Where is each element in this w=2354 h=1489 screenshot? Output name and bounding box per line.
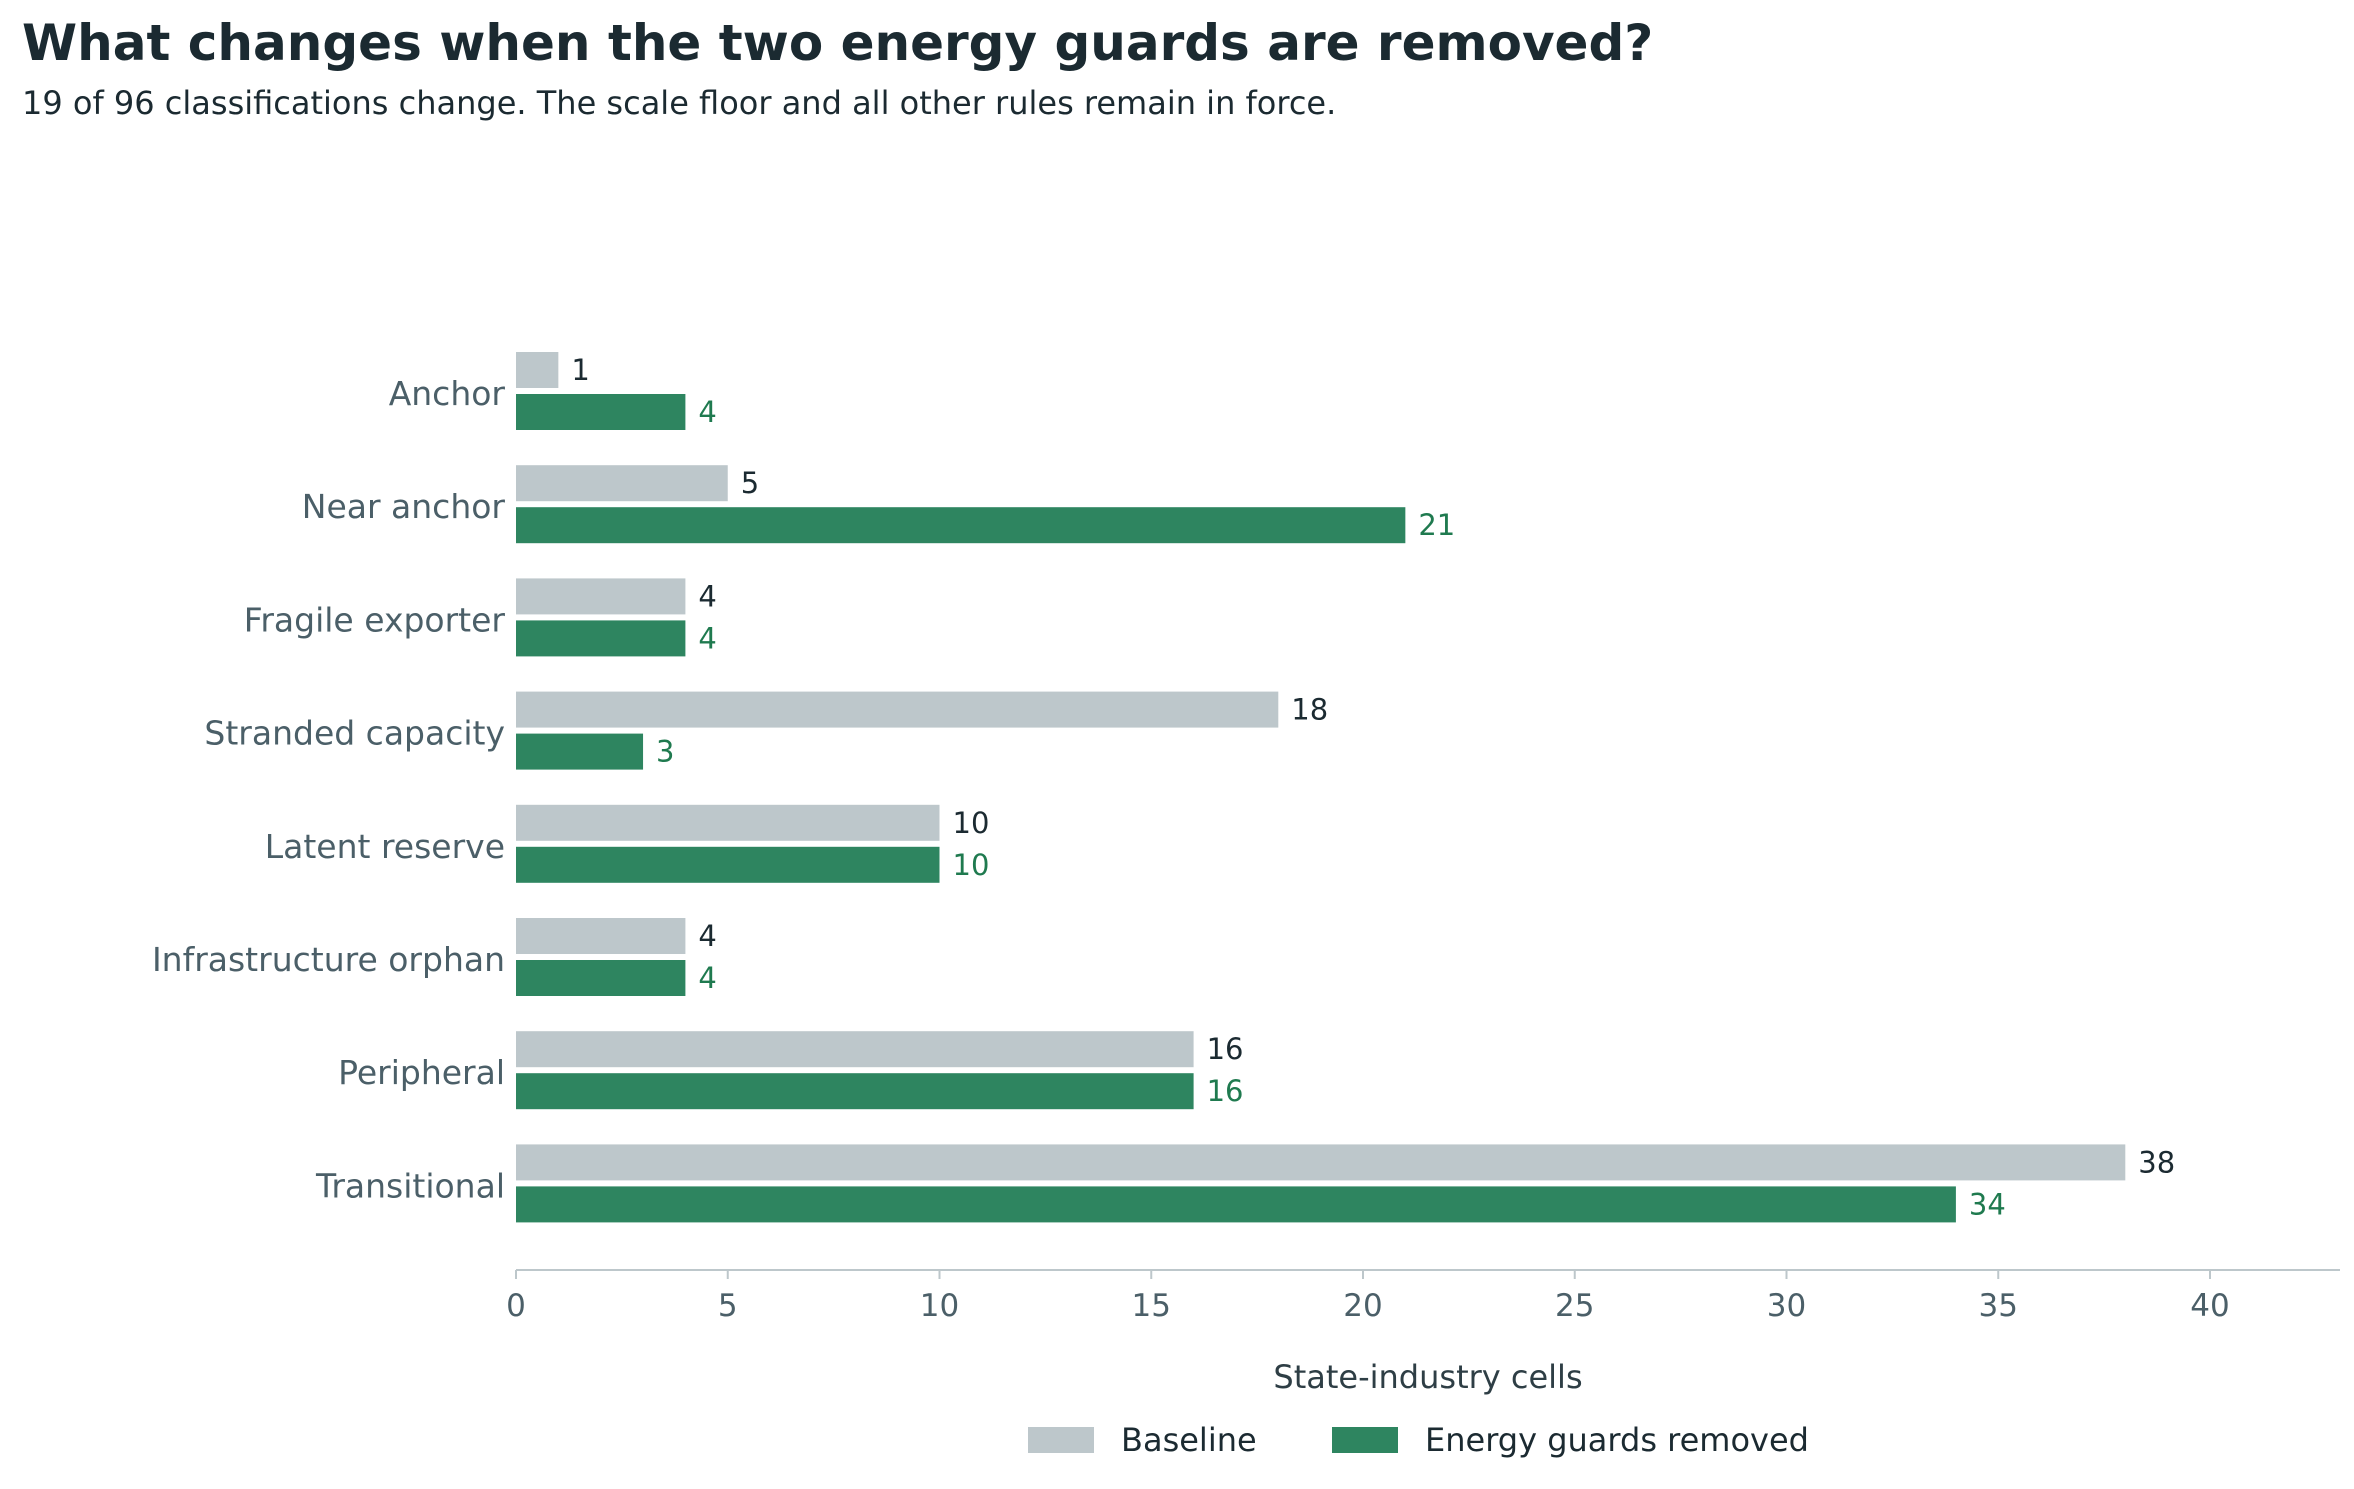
- x-tick-label-10: 10: [920, 1288, 959, 1324]
- bar-energy-guards-removed-anchor: [516, 394, 686, 430]
- chart-subtitle: 19 of 96 classifications change. The sca…: [22, 84, 1337, 122]
- bar-energy-guards-removed-latent-reserve: [516, 846, 940, 883]
- x-tick-label-5: 5: [718, 1288, 738, 1324]
- bar-energy-guards-removed-fragile-exporter: [516, 620, 686, 657]
- bar-baseline-infrastructure-orphan: [516, 918, 686, 954]
- chart-title: What changes when the two energy guards …: [22, 14, 1654, 72]
- bar-energy-guards-removed-stranded-capacity: [516, 733, 644, 770]
- value-label-energy-guards-removed-near-anchor: 21: [1418, 508, 1455, 542]
- x-axis-title: State-industry cells: [1273, 1358, 1582, 1396]
- category-label-stranded-capacity: Stranded capacity: [204, 714, 505, 753]
- category-label-infrastructure-orphan: Infrastructure orphan: [152, 940, 505, 979]
- value-label-energy-guards-removed-stranded-capacity: 3: [656, 735, 674, 769]
- legend: Baseline Energy guards removed: [1028, 1421, 1809, 1459]
- category-label-latent-reserve: Latent reserve: [265, 827, 505, 866]
- legend-label-energy-guards-removed: Energy guards removed: [1425, 1421, 1809, 1459]
- x-tick-label-20: 20: [1343, 1288, 1382, 1324]
- x-tick-label-0: 0: [506, 1288, 526, 1324]
- value-label-energy-guards-removed-anchor: 4: [698, 395, 716, 429]
- value-label-baseline-near-anchor: 5: [741, 466, 759, 500]
- bar-energy-guards-removed-near-anchor: [516, 507, 1406, 544]
- value-label-baseline-infrastructure-orphan: 4: [698, 919, 716, 953]
- x-axis-ticks: 0 5 10 15 20 25 30 35 40: [506, 1270, 2230, 1324]
- category-label-peripheral: Peripheral: [338, 1053, 505, 1092]
- bar-baseline-fragile-exporter: [516, 578, 686, 615]
- category-label-anchor: Anchor: [389, 374, 506, 413]
- value-label-baseline-stranded-capacity: 18: [1291, 693, 1328, 727]
- legend-swatch-baseline: [1028, 1427, 1094, 1453]
- value-label-baseline-latent-reserve: 10: [953, 806, 990, 840]
- category-label-transitional: Transitional: [315, 1166, 505, 1205]
- value-label-baseline-peripheral: 16: [1207, 1032, 1244, 1066]
- x-tick-label-40: 40: [2190, 1288, 2229, 1324]
- bar-energy-guards-removed-peripheral: [516, 1073, 1194, 1110]
- value-label-energy-guards-removed-peripheral: 16: [1207, 1074, 1244, 1108]
- x-tick-label-15: 15: [1132, 1288, 1171, 1324]
- bar-energy-guards-removed-transitional: [516, 1186, 1956, 1223]
- value-label-energy-guards-removed-infrastructure-orphan: 4: [698, 961, 716, 995]
- x-tick-label-35: 35: [1979, 1288, 2018, 1324]
- bar-baseline-anchor: [516, 352, 559, 388]
- bar-baseline-stranded-capacity: [516, 691, 1279, 728]
- value-label-energy-guards-removed-fragile-exporter: 4: [698, 621, 716, 655]
- bar-baseline-transitional: [516, 1144, 2126, 1181]
- category-labels: Anchor Near anchor Fragile exporter Strande…: [152, 374, 505, 1205]
- legend-swatch-energy-guards-removed: [1332, 1427, 1398, 1453]
- bar-baseline-near-anchor: [516, 465, 728, 502]
- value-label-baseline-transitional: 38: [2138, 1145, 2175, 1179]
- value-label-baseline-anchor: 1: [571, 353, 589, 387]
- value-label-energy-guards-removed-transitional: 34: [1969, 1187, 2006, 1221]
- category-label-near-anchor: Near anchor: [302, 487, 506, 526]
- x-tick-label-25: 25: [1555, 1288, 1594, 1324]
- value-label-baseline-fragile-exporter: 4: [698, 579, 716, 613]
- bars-layer: 1 4 5 21 4 4 18 3 10 10 4 4 16 16 38 34: [516, 352, 2175, 1223]
- legend-label-baseline: Baseline: [1121, 1421, 1257, 1459]
- bar-energy-guards-removed-infrastructure-orphan: [516, 960, 686, 996]
- category-label-fragile-exporter: Fragile exporter: [244, 600, 506, 639]
- bar-baseline-latent-reserve: [516, 804, 940, 841]
- value-label-energy-guards-removed-latent-reserve: 10: [953, 848, 990, 882]
- bar-baseline-peripheral: [516, 1031, 1194, 1068]
- x-tick-label-30: 30: [1767, 1288, 1806, 1324]
